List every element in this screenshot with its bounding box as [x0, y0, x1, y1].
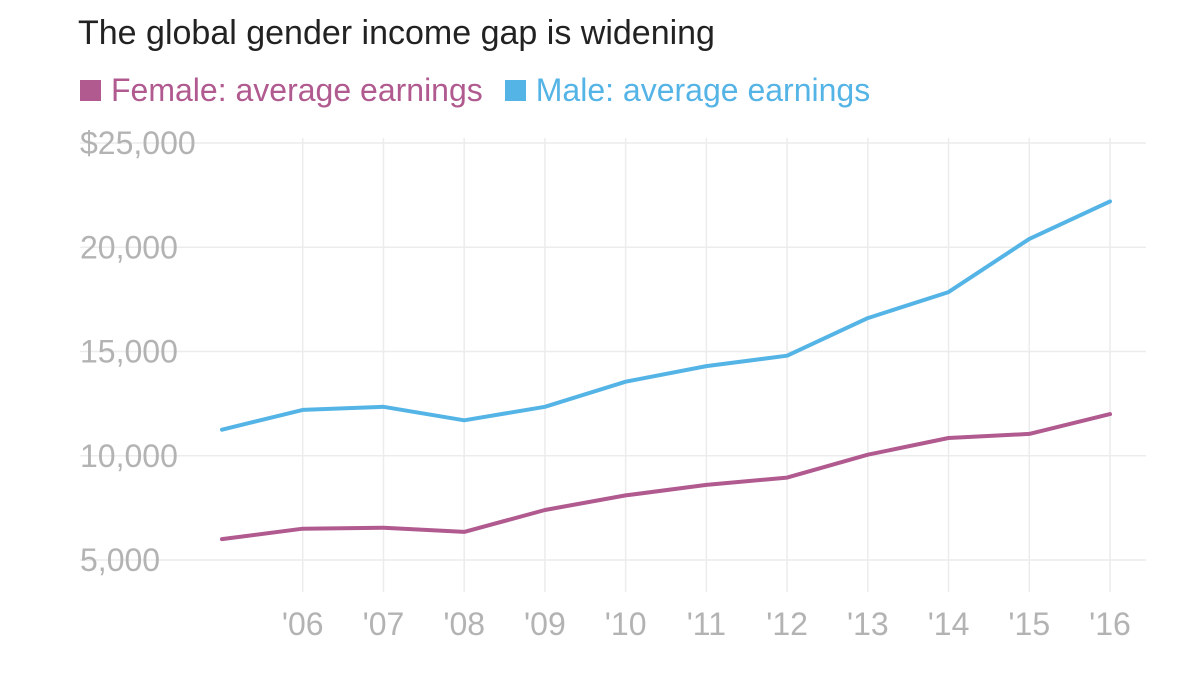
legend: Female: average earnings Male: average e… — [80, 72, 892, 109]
y-tick-label: 20,000 — [80, 229, 178, 265]
chart-title: The global gender income gap is widening — [78, 14, 715, 52]
series-line-female — [220, 412, 1112, 542]
x-axis-ticks: '06 '07 '08 '09 '10 '11 '12 '13 '14 '15 '16 — [282, 606, 1131, 642]
x-tick-label: '07 — [363, 606, 405, 642]
x-tick-label: '12 — [766, 606, 808, 642]
legend-swatch-male — [504, 80, 526, 101]
y-axis-ticks: 5,000 10,000 15,000 20,000 $25,000 — [80, 125, 196, 578]
legend-label-female: Female: average earnings — [111, 72, 483, 108]
x-tick-label: '14 — [928, 606, 970, 642]
y-tick-label: 5,000 — [80, 542, 160, 578]
x-tick-label: '15 — [1008, 606, 1050, 642]
x-tick-label: '06 — [282, 606, 324, 642]
x-tick-label: '09 — [524, 606, 566, 642]
x-tick-label: '08 — [443, 606, 485, 642]
x-tick-label: '13 — [847, 606, 889, 642]
legend-item-female: Female: average earnings — [80, 72, 483, 109]
series-lines — [220, 199, 1112, 542]
x-tick-label: '11 — [687, 606, 726, 642]
legend-label-male: Male: average earnings — [535, 72, 871, 108]
y-tick-label: 10,000 — [80, 438, 178, 474]
legend-item-male: Male: average earnings — [504, 72, 871, 109]
x-tick-label: '10 — [605, 606, 647, 642]
legend-swatch-female — [80, 80, 101, 101]
y-tick-label: 15,000 — [80, 334, 178, 370]
x-tick-label: '16 — [1089, 606, 1131, 642]
series-line-male — [220, 199, 1112, 432]
gridlines — [80, 138, 1146, 592]
y-tick-label: $25,000 — [80, 125, 196, 161]
